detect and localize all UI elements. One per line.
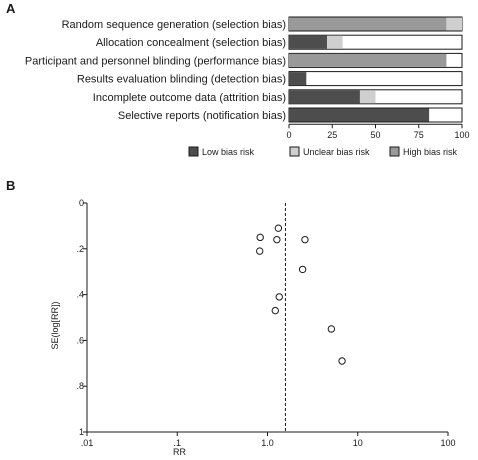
y-tick-label: .6 [76, 335, 84, 345]
legend-label: High bias risk [403, 147, 458, 157]
bar-segment [289, 108, 430, 122]
legend-swatch [188, 146, 199, 157]
category-label: Results evaluation blinding (detection b… [77, 74, 286, 86]
category-label: Allocation concealment (selection bias) [96, 37, 286, 49]
bar-segment [446, 17, 462, 31]
bar-segment [289, 90, 360, 104]
x-tick-label: .1 [173, 438, 181, 448]
legend-label: Low bias risk [202, 147, 255, 157]
x-tick-label: 10 [353, 438, 363, 448]
y-tick-label: 1 [79, 427, 84, 437]
x-tick-label: 75 [414, 130, 424, 140]
bar-segment [289, 53, 447, 67]
data-point [273, 235, 281, 244]
data-point [301, 235, 309, 244]
data-point [274, 224, 283, 232]
category-label: Participant and personnel blinding (perf… [25, 55, 286, 67]
y-tick-label: .4 [76, 290, 84, 300]
x-tick-label: 0 [286, 130, 291, 140]
x-tick-label: 50 [370, 130, 380, 140]
y-tick-label: 0 [79, 198, 84, 208]
x-tick-label: 100 [454, 130, 469, 140]
legend-label: Unclear bias risk [303, 147, 370, 157]
x-tick-label: 100 [440, 438, 455, 448]
legend-swatch [389, 146, 400, 157]
data-point [256, 233, 264, 242]
x-axis-title: RR [173, 447, 186, 457]
funnel-plot: 0 .2 .4 .6 .8 1.01 .1 1.0 10 100 RR SE(log[RR]) [50, 198, 456, 457]
bar-segment [359, 90, 376, 104]
bar-segment [327, 35, 343, 49]
data-point [256, 247, 264, 255]
legend-swatch [289, 146, 300, 157]
category-label: Random sequence generation (selection bi… [62, 19, 286, 31]
data-point [338, 357, 346, 365]
bar-segment [289, 17, 447, 31]
data-point [275, 293, 283, 301]
bar-segment [289, 72, 307, 86]
bar-segment [289, 35, 328, 49]
x-tick-label: 25 [327, 130, 337, 140]
panel-a-label: A [6, 1, 16, 16]
risk-of-bias-chart: Random sequence generation (selection bi… [25, 16, 470, 157]
y-tick-label: .8 [76, 381, 84, 391]
x-tick-label: .01 [81, 438, 94, 448]
y-axis-title: SE(log[RR]) [50, 301, 60, 349]
category-label: Selective reports (notification bias) [118, 110, 286, 122]
bar-outline [288, 71, 463, 87]
data-point [327, 325, 336, 333]
x-tick-label: 1.0 [261, 438, 274, 448]
y-tick-label: .2 [76, 244, 84, 254]
data-point [298, 265, 307, 274]
category-label: Incomplete outcome data (attrition bias) [93, 92, 286, 104]
data-point [271, 306, 279, 315]
panel-b-label: B [6, 178, 15, 193]
